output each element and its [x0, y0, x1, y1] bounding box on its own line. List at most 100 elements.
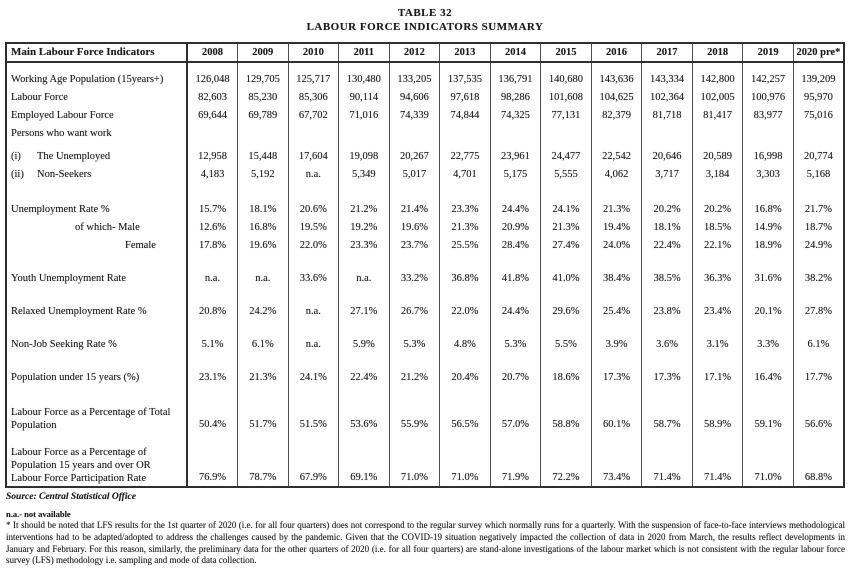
spacer-cell: [6, 61, 188, 71]
value-cell: 19.2%: [338, 218, 390, 237]
spacer-cell: [792, 183, 844, 201]
value-cell: 20.4%: [439, 368, 491, 387]
row-label: Labour Force as a Percentage of Total Po…: [6, 401, 188, 433]
value-cell: 20,774: [792, 147, 844, 166]
source-note: Source: Central Statistical Office: [6, 492, 136, 503]
spacer-cell: [489, 142, 541, 148]
value-cell: 58.9%: [691, 401, 743, 433]
row-label-prefix: (ii): [11, 169, 24, 181]
table-row: Relaxed Unemployment Rate % 20.8% 24.2% n.a…: [6, 302, 844, 321]
column-header-year: 2019: [742, 42, 794, 63]
value-cell: 95,970: [792, 88, 844, 107]
value-cell: 38.2%: [792, 269, 844, 288]
spacer-cell: [338, 386, 390, 402]
value-cell: 100,976: [742, 88, 794, 107]
value-cell: n.a.: [287, 165, 339, 184]
value-cell: 23.3%: [338, 236, 390, 255]
value-cell: 71.0%: [388, 441, 440, 488]
row-label: Unemployment Rate %: [6, 200, 188, 219]
value-cell: 23.1%: [186, 368, 238, 387]
value-cell: 83,977: [742, 106, 794, 125]
value-cell: 19.6%: [388, 218, 440, 237]
value-cell: 16.8%: [742, 200, 794, 219]
spacer-cell: [338, 287, 390, 303]
spacer-cell: [186, 287, 238, 303]
value-cell: 41.8%: [489, 269, 541, 288]
row-label: Working Age Population (15years+): [6, 70, 188, 89]
spacer-cell: [237, 320, 289, 336]
table-row: Female 17.8% 19.6% 22.0% 23.3% 23.7% 25.5% 28.4…: [6, 236, 844, 255]
value-cell: 24.0%: [590, 236, 642, 255]
value-cell: 71.4%: [691, 441, 743, 488]
value-cell: 17.7%: [792, 368, 844, 387]
value-cell: 56.6%: [792, 401, 844, 433]
value-cell: 17.3%: [590, 368, 642, 387]
spacer-cell: [338, 61, 390, 71]
spacer-cell: [237, 353, 289, 369]
value-cell: 24.4%: [489, 302, 541, 321]
spacer-cell: [540, 320, 592, 336]
value-cell: 76.9%: [186, 441, 238, 488]
table-row: Labour Force as a Percentage of Populati…: [6, 441, 844, 488]
table-body: Working Age Population (15years+) 126,048…: [6, 61, 844, 488]
value-cell: 24.1%: [287, 368, 339, 387]
value-cell: 38.5%: [641, 269, 693, 288]
spacer-cell: [742, 183, 794, 201]
spacer-cell: [641, 183, 693, 201]
spacer-cell: [388, 183, 440, 201]
value-cell: 38.4%: [590, 269, 642, 288]
spacer-cell: [742, 61, 794, 71]
spacer-cell: [691, 432, 743, 442]
value-cell: 20.6%: [287, 200, 339, 219]
spacer-cell: [489, 287, 541, 303]
labour-force-table: Main Labour Force Indicators 2008 2009 2010…: [5, 41, 845, 489]
value-cell: 5.3%: [489, 335, 541, 354]
value-cell: 22.4%: [641, 236, 693, 255]
spacer-cell: [691, 142, 743, 148]
value-cell: 5.9%: [338, 335, 390, 354]
value-cell: [590, 124, 642, 143]
spacer-cell: [540, 353, 592, 369]
column-header-year: 2016: [590, 42, 642, 63]
spacer-cell: [287, 432, 339, 442]
value-cell: [489, 124, 541, 143]
value-cell: 133,205: [388, 70, 440, 89]
value-cell: 75,016: [792, 106, 844, 125]
value-cell: 130,480: [338, 70, 390, 89]
spacer-cell: [6, 142, 188, 148]
spacer-cell: [6, 386, 188, 402]
row-label: Employed Labour Force: [6, 106, 188, 125]
column-header-year: 2012: [388, 42, 440, 63]
column-header-year: 2014: [489, 42, 541, 63]
spacer-cell: [489, 320, 541, 336]
spacer-row: [6, 183, 844, 201]
spacer-cell: [439, 320, 491, 336]
spacer-row: [6, 386, 844, 402]
value-cell: 23.8%: [641, 302, 693, 321]
spacer-cell: [792, 142, 844, 148]
row-label: Persons who want work: [6, 124, 188, 143]
table-number-title: TABLE 32: [397, 7, 453, 19]
value-cell: 22,775: [439, 147, 491, 166]
row-label: Labour Force: [6, 88, 188, 107]
value-cell: 104,625: [590, 88, 642, 107]
value-cell: 12.6%: [186, 218, 238, 237]
value-cell: 18.1%: [237, 200, 289, 219]
spacer-cell: [186, 432, 238, 442]
spacer-cell: [186, 320, 238, 336]
value-cell: 14.9%: [742, 218, 794, 237]
value-cell: 24.1%: [540, 200, 592, 219]
column-header-year: 2015: [540, 42, 592, 63]
spacer-cell: [237, 287, 289, 303]
table-row: Employed Labour Force 69,644 69,789 67,702 7…: [6, 106, 844, 125]
value-cell: 21.2%: [388, 368, 440, 387]
row-label-prefix: (i): [11, 151, 21, 163]
spacer-cell: [439, 142, 491, 148]
value-cell: 23.4%: [691, 302, 743, 321]
column-header-year: 2020 pre*: [792, 42, 844, 63]
spacer-cell: [742, 287, 794, 303]
value-cell: 71.0%: [439, 441, 491, 488]
value-cell: 19.4%: [590, 218, 642, 237]
value-cell: 136,791: [489, 70, 541, 89]
value-cell: 17.8%: [186, 236, 238, 255]
